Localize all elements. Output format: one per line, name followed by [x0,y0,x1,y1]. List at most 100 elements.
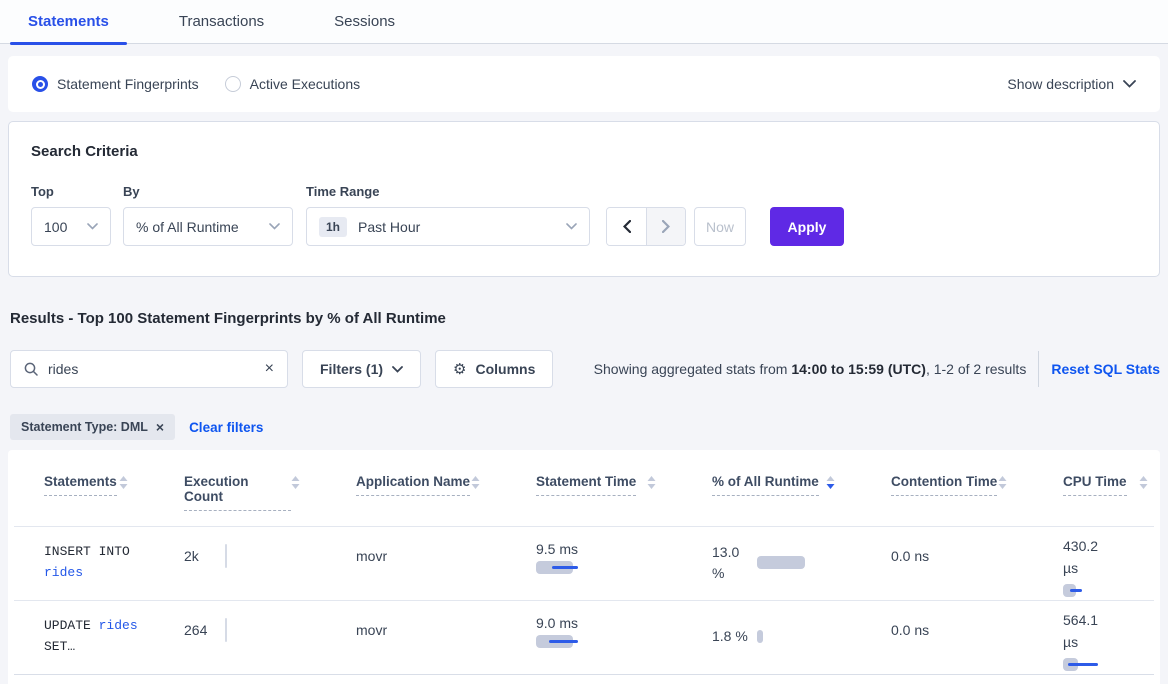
gear-icon: ⚙ [453,361,467,378]
time-next-button[interactable] [646,208,685,245]
showing-stats-text: Showing aggregated stats from 14:00 to 1… [593,361,1027,377]
chevron-down-icon [1123,80,1136,88]
time-nav-group [606,207,686,246]
chevron-left-icon [622,220,631,233]
filters-button[interactable]: Filters (1) [302,350,422,388]
top-select-value: 100 [44,218,68,235]
execution-count-cell: 2k [154,541,326,568]
tab-transactions[interactable]: Transactions [179,0,264,44]
radio-selected-icon [32,76,48,92]
page-tabs: Statements Transactions Sessions [0,0,1168,45]
columns-button[interactable]: ⚙ Columns [435,350,554,388]
column-header-statement-time[interactable]: Statement Time [506,474,682,511]
tab-statements[interactable]: Statements [10,0,127,45]
pct-runtime-cell: 1.8 % [682,615,861,658]
sort-icon[interactable] [647,474,656,489]
sort-icon[interactable] [119,474,128,489]
filters-button-label: Filters (1) [320,361,384,377]
table-row: INSERT INTO rides 2k movr 9.5 ms 13.0 % … [14,527,1154,601]
statement-search-input[interactable] [48,361,265,377]
column-header-cpu-time[interactable]: CPU Time [1033,474,1154,511]
sort-icon[interactable] [471,474,480,489]
time-range-label: Time Range [306,184,380,199]
time-range-badge: 1h [319,216,348,237]
view-mode-panel: Statement Fingerprints Active Executions… [8,56,1160,112]
chevron-right-icon [662,220,670,233]
search-criteria-title: Search Criteria [31,143,138,160]
statement-link[interactable]: rides [44,565,84,580]
results-toolbar: × Filters (1) ⚙ Columns Showing aggregat… [10,350,1160,388]
column-header-contention-time[interactable]: Contention Time [861,474,1033,511]
execution-count-bar [225,544,227,568]
table-row: UPDATE rides SET… 264 movr 9.0 ms 1.8 % … [14,601,1154,675]
contention-time-cell: 0.0 ns [891,622,930,638]
columns-button-label: Columns [475,361,536,377]
time-range-field: Time Range 1h Past Hour [306,184,606,246]
search-criteria-card: Search Criteria Top 100 By % of All Runt… [8,121,1160,277]
sort-desc-icon[interactable] [826,474,835,489]
pct-runtime-cell: 13.0 % [682,541,861,584]
chevron-down-icon [269,223,280,230]
time-prev-button[interactable] [607,208,646,245]
application-name-cell: movr [356,622,388,638]
sort-icon[interactable] [291,474,300,489]
pct-runtime-bar [757,630,763,643]
execution-count-bar [225,618,227,642]
tab-sessions[interactable]: Sessions [334,0,395,44]
execution-count-cell: 264 [154,615,326,642]
statement-time-cell: 9.0 ms [506,615,682,648]
chevron-down-icon [392,365,403,373]
by-label: By [123,184,140,199]
column-header-application-name[interactable]: Application Name [326,474,506,511]
results-heading: Results - Top 100 Statement Fingerprints… [10,310,446,327]
show-description-label: Show description [1007,76,1114,92]
application-name-cell: movr [356,548,388,564]
tab-sessions-label: Sessions [334,13,396,30]
by-select[interactable]: % of All Runtime [123,207,293,246]
filter-chip-statement-type[interactable]: Statement Type: DML × [10,414,176,440]
cpu-time-cell: 564.1 µs [1033,612,1154,671]
chevron-down-icon [566,223,577,230]
now-button[interactable]: Now [694,207,746,246]
by-field: By % of All Runtime [123,184,306,246]
filter-chips-row: Statement Type: DML × Clear filters [10,414,1168,440]
pct-runtime-bar [757,556,805,569]
tab-statements-label: Statements [28,13,109,30]
statement-search-box: × [10,350,288,388]
radio-active-executions-label: Active Executions [249,76,361,92]
apply-button-label: Apply [787,218,827,235]
table-header-row: Statements Execution Count Application N… [14,450,1154,527]
cpu-time-cell: 430.2 µs [1033,538,1154,597]
search-icon [24,362,38,376]
radio-active-executions[interactable]: Active Executions [224,76,361,92]
now-button-label: Now [705,218,734,235]
statement-fingerprint-cell: UPDATE rides SET… [44,618,138,654]
time-range-select[interactable]: 1h Past Hour [306,207,590,246]
column-header-execution-count[interactable]: Execution Count [154,474,326,511]
clear-search-icon[interactable]: × [264,360,274,377]
statements-table: Statements Execution Count Application N… [8,450,1160,684]
column-header-pct-all-runtime[interactable]: % of All Runtime [682,474,861,511]
top-field: Top 100 [31,184,123,246]
sort-icon[interactable] [1139,474,1148,489]
remove-filter-icon[interactable]: × [155,419,165,435]
statement-link[interactable]: rides [98,618,138,633]
radio-unselected-icon [224,76,241,92]
contention-time-cell: 0.0 ns [891,548,930,564]
apply-button[interactable]: Apply [770,207,844,246]
tab-transactions-label: Transactions [178,13,265,30]
top-select[interactable]: 100 [31,207,111,246]
statement-fingerprint-cell: INSERT INTO rides [44,544,130,580]
by-select-value: % of All Runtime [136,218,239,235]
toolbar-divider [1038,351,1040,387]
top-label: Top [31,184,54,199]
chevron-down-icon [87,223,98,230]
clear-filters-link[interactable]: Clear filters [189,419,264,435]
reset-sql-stats-link[interactable]: Reset SQL Stats [1051,361,1160,377]
radio-statement-fingerprints[interactable]: Statement Fingerprints [32,76,199,92]
time-range-value: Past Hour [358,218,421,235]
radio-statement-fingerprints-label: Statement Fingerprints [57,76,199,92]
column-header-statements[interactable]: Statements [14,474,154,511]
show-description-toggle[interactable]: Show description [1007,76,1136,92]
sort-icon[interactable] [998,474,1007,489]
